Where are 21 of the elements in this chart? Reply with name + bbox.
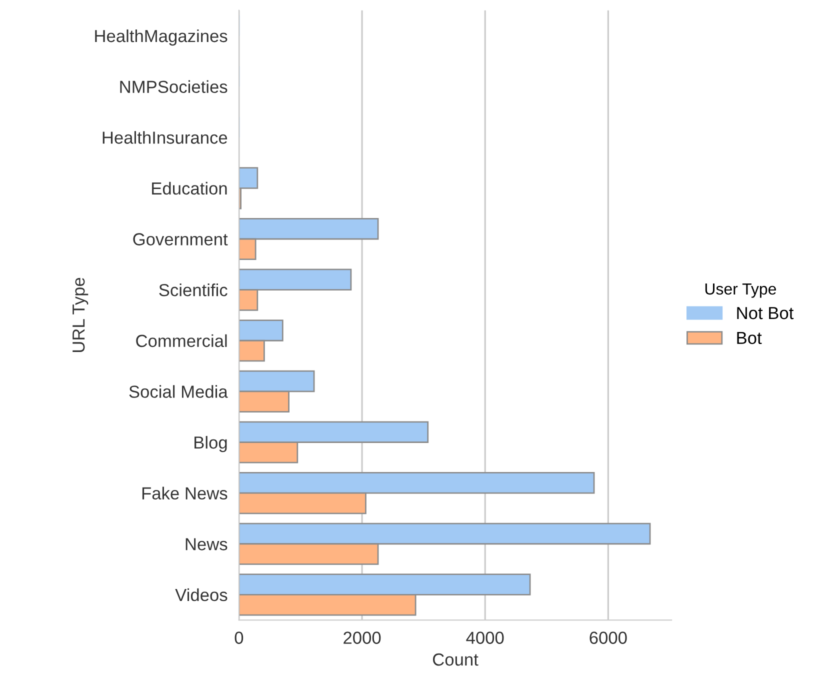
x-tick-label: 4000	[466, 632, 504, 644]
y-tick-label: Videos	[175, 588, 228, 602]
y-tick-label: HealthMagazines	[95, 29, 228, 46]
x-axis-title: Count	[432, 653, 478, 666]
y-tick-label: Education	[152, 182, 227, 195]
x-tick-label: 2000	[344, 632, 381, 644]
legend-label: Not Bot	[737, 307, 794, 320]
y-tick-label: NMPSocieties	[120, 80, 228, 94]
y-tick-label: HealthInsurance	[102, 131, 228, 144]
y-tick-label: Blog	[194, 436, 227, 452]
x-tick-label: 6000	[590, 632, 627, 644]
y-tick-label: Commercial	[136, 334, 227, 348]
y-tick-label: News	[186, 538, 228, 550]
y-tick-label: Fake News	[142, 486, 228, 500]
y-tick-label: Scientific	[159, 284, 228, 296]
y-tick-label: Government	[133, 233, 228, 246]
y-tick-label: Social Media	[129, 385, 228, 398]
y-axis-title: URL Type	[72, 278, 88, 352]
legend-title: User Type	[705, 283, 776, 298]
legend-label: Bot	[737, 332, 762, 344]
x-tick-label: 0	[234, 632, 244, 644]
